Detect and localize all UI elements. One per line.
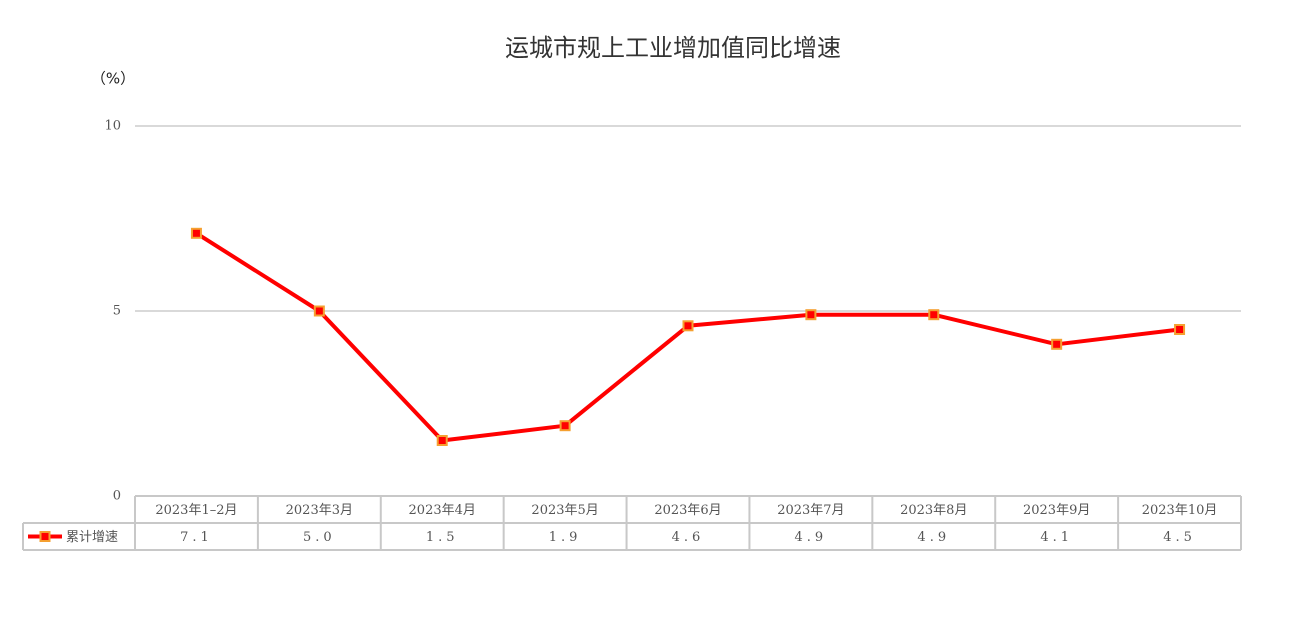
y-tick-label: 10: [104, 119, 121, 134]
x-tick-label: 2023年9月: [1023, 503, 1090, 518]
table-value: 4.1: [1040, 530, 1073, 545]
x-tick-label: 2023年5月: [531, 503, 598, 518]
point-marker: [1174, 324, 1186, 335]
table-value: 7.1: [180, 530, 213, 545]
chart-title: 运城市规上工业增加值同比增速: [505, 34, 841, 62]
point-marker: [190, 227, 202, 239]
x-tick-label: 2023年8月: [900, 503, 967, 518]
x-tick-label: 2023年3月: [286, 503, 353, 518]
x-tick-label: 2023年10月: [1142, 503, 1218, 518]
table-value: 1.9: [549, 530, 582, 545]
point-marker: [313, 305, 325, 317]
series-line: [195, 231, 1180, 443]
x-tick-label: 2023年4月: [409, 503, 476, 518]
y-tick-label: 0: [113, 489, 121, 504]
table-value: 5.0: [303, 530, 336, 545]
table-value: 4.5: [1163, 530, 1196, 545]
table-value: 4.9: [917, 530, 950, 545]
x-tick-label: 2023年6月: [654, 503, 721, 518]
table-value: 1.5: [426, 530, 459, 545]
point-marker: [928, 309, 940, 321]
y-tick-label: 5: [113, 304, 121, 319]
legend-marker: [39, 531, 51, 542]
table-value: 4.9: [795, 530, 828, 545]
point-marker: [436, 435, 448, 446]
y-axis-unit: （%）: [91, 70, 135, 88]
point-marker: [682, 320, 694, 332]
x-tick-label: 2023年1–2月: [155, 503, 237, 518]
point-marker: [805, 309, 817, 321]
point-marker: [559, 420, 571, 432]
table-value: 4.6: [672, 530, 705, 545]
x-tick-label: 2023年7月: [777, 503, 844, 518]
legend-label: 累计增速: [66, 530, 118, 545]
point-marker: [1051, 338, 1063, 350]
